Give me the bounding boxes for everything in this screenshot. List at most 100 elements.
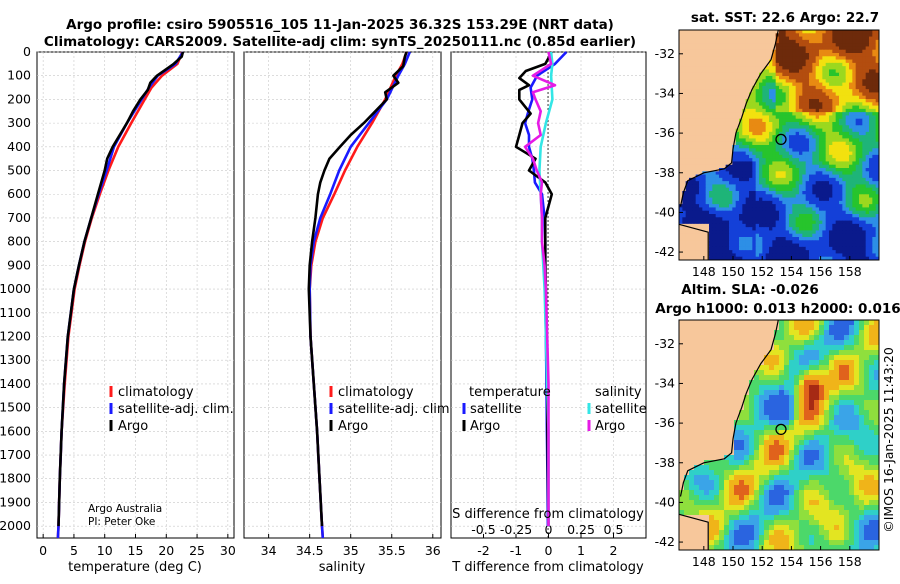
map-cell	[752, 165, 756, 169]
map-cell	[852, 184, 856, 188]
map-cell	[712, 224, 716, 228]
map-cell	[736, 240, 740, 244]
map-cell	[732, 122, 736, 126]
map-cell	[724, 370, 729, 375]
map-cell	[729, 122, 733, 126]
map-cell	[719, 211, 723, 215]
map-cell	[872, 175, 876, 179]
map-cell	[679, 155, 683, 159]
map-cell	[762, 96, 766, 100]
map-cell	[772, 60, 776, 64]
map-cell	[779, 119, 783, 123]
map-cell	[806, 73, 810, 77]
map-cell	[742, 194, 746, 198]
map-cell	[752, 125, 756, 129]
map-cell	[789, 184, 793, 188]
map-cell	[769, 106, 773, 110]
map-cell	[692, 106, 696, 110]
map-cell	[752, 178, 756, 182]
map-cell	[759, 214, 763, 218]
map-cell	[694, 320, 699, 325]
map-cell	[739, 224, 743, 228]
map-cell	[736, 96, 740, 100]
map-cell	[864, 355, 869, 360]
map-cell	[696, 115, 700, 119]
map-cell	[769, 221, 773, 225]
map-cell	[846, 204, 850, 208]
map-cell	[716, 155, 720, 159]
map-cell	[706, 60, 710, 64]
map-cell	[836, 37, 840, 41]
map-cell	[789, 119, 793, 123]
map-cell	[829, 66, 833, 70]
map-cell	[806, 201, 810, 205]
map-cell	[859, 112, 863, 116]
map-cell	[759, 168, 763, 172]
map-cell	[699, 221, 703, 225]
map-cell	[799, 178, 803, 182]
map-cell	[702, 76, 706, 80]
map-cell	[762, 161, 766, 165]
map-cell	[806, 122, 810, 126]
map-cell	[712, 158, 716, 162]
map-cell	[826, 37, 830, 41]
map-cell	[839, 188, 843, 192]
map-cell	[799, 148, 803, 152]
map-cell	[744, 365, 749, 370]
map-cell	[829, 217, 833, 221]
map-cell	[819, 181, 823, 185]
map-cell	[739, 132, 743, 136]
map-cell	[689, 221, 693, 225]
map-cell	[814, 365, 819, 370]
map-cell	[679, 99, 683, 103]
map-cell	[692, 201, 696, 205]
map-cell	[679, 106, 683, 110]
map-cell	[779, 247, 783, 251]
map-cell	[759, 30, 763, 34]
map-cell	[706, 244, 710, 248]
map-cell	[816, 227, 820, 231]
map-cell	[849, 184, 853, 188]
map-cell	[699, 125, 703, 129]
map-cell	[839, 370, 844, 375]
map-cell	[729, 234, 733, 238]
map-cell	[739, 96, 743, 100]
map-cell	[819, 53, 823, 57]
map-cell	[779, 63, 783, 67]
map-cell	[702, 106, 706, 110]
map-cell	[846, 247, 850, 251]
map-cell	[829, 224, 833, 228]
map-cell	[819, 56, 823, 60]
map-cell	[759, 115, 763, 119]
map-cell	[806, 178, 810, 182]
map-cell	[679, 43, 683, 47]
map-cell	[766, 214, 770, 218]
map-cell	[689, 181, 693, 185]
map-cell	[866, 250, 870, 254]
map-cell	[789, 165, 793, 169]
map-cell	[749, 234, 753, 238]
map-cell	[779, 198, 783, 202]
map-cell	[712, 112, 716, 116]
map-cell	[822, 165, 826, 169]
map-cell	[752, 122, 756, 126]
map-cell	[812, 43, 816, 47]
map-cell	[822, 224, 826, 228]
map-cell	[726, 122, 730, 126]
map-cell	[866, 50, 870, 54]
map-cell	[709, 109, 713, 113]
map-cell	[846, 211, 850, 215]
map-cell	[836, 224, 840, 228]
map-cell	[712, 178, 716, 182]
map-cell	[746, 83, 750, 87]
map-cell	[709, 119, 713, 123]
map-cell	[786, 152, 790, 156]
map-cell	[729, 230, 733, 234]
map-cell	[872, 240, 876, 244]
map-cell	[736, 175, 740, 179]
map-cell	[696, 184, 700, 188]
map-cell	[849, 240, 853, 244]
map-cell	[852, 73, 856, 77]
map-cell	[849, 138, 853, 142]
